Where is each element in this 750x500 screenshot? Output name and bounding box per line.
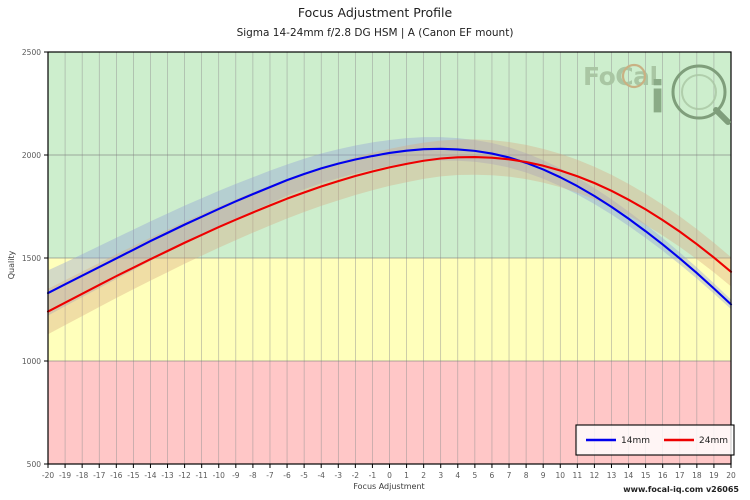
- series-line-14mm: [46, 147, 733, 306]
- iq-logo-text: i: [650, 72, 665, 123]
- y-tick-label: 500: [27, 460, 42, 469]
- x-tick-label: -12: [178, 471, 190, 480]
- y-tick-label: 2500: [22, 48, 41, 57]
- x-tick-label: 6: [490, 471, 495, 480]
- legend-label-24mm: 24mm: [699, 436, 728, 446]
- x-tick-label: 3: [438, 471, 443, 480]
- x-tick-label: -2: [352, 471, 360, 480]
- x-tick-label: -7: [266, 471, 274, 480]
- series-line-24mm: [46, 156, 733, 313]
- x-tick-label: -6: [283, 471, 291, 480]
- x-tick-label: -15: [127, 471, 139, 480]
- x-tick-label: -16: [110, 471, 122, 480]
- x-tick-label: -14: [144, 471, 156, 480]
- x-tick-label: 9: [541, 471, 546, 480]
- x-tick-label: 10: [555, 471, 565, 480]
- x-tick-label: -3: [335, 471, 343, 480]
- x-tick-label: -19: [59, 471, 71, 480]
- x-tick-label: 4: [455, 471, 460, 480]
- x-tick-label: 18: [692, 471, 702, 480]
- x-tick-label: 12: [590, 471, 600, 480]
- confidence-band-14mm: [48, 137, 731, 316]
- x-tick-label: -5: [300, 471, 308, 480]
- x-tick-label: 14: [624, 471, 634, 480]
- x-tick-label: -9: [232, 471, 240, 480]
- x-tick-label: 17: [675, 471, 685, 480]
- x-tick-label: 8: [524, 471, 529, 480]
- x-tick-label: 13: [607, 471, 617, 480]
- x-tick-label: 15: [641, 471, 651, 480]
- x-tick-label: -17: [93, 471, 105, 480]
- x-tick-label: -4: [317, 471, 325, 480]
- x-tick-label: 5: [472, 471, 477, 480]
- y-tick-label: 2000: [22, 151, 41, 160]
- x-tick-label: 7: [507, 471, 512, 480]
- x-tick-label: -11: [196, 471, 208, 480]
- focal-logo-text: FoCal: [583, 62, 658, 91]
- magnifier-lens-icon: [671, 64, 727, 120]
- magnifier-aperture-icon: [681, 74, 717, 110]
- x-tick-label: -10: [213, 471, 225, 480]
- y-tick-label: 1500: [22, 254, 41, 263]
- magnifier-handle-icon: [713, 107, 731, 125]
- confidence-band-24mm: [48, 139, 731, 335]
- x-tick-label: 16: [658, 471, 668, 480]
- legend-label-14mm: 14mm: [621, 436, 650, 446]
- y-tick-label: 1000: [22, 357, 41, 366]
- x-tick-label: 20: [726, 471, 736, 480]
- x-tick-label: -20: [42, 471, 54, 480]
- x-tick-label: 11: [573, 471, 583, 480]
- focal-logo-ring-icon: [621, 63, 647, 89]
- x-tick-label: 19: [709, 471, 719, 480]
- x-tick-label: -1: [369, 471, 377, 480]
- x-tick-label: 0: [387, 471, 392, 480]
- x-tick-label: 2: [421, 471, 426, 480]
- x-tick-label: -18: [76, 471, 88, 480]
- x-tick-label: -13: [161, 471, 173, 480]
- x-tick-label: 1: [404, 471, 409, 480]
- x-tick-label: -8: [249, 471, 257, 480]
